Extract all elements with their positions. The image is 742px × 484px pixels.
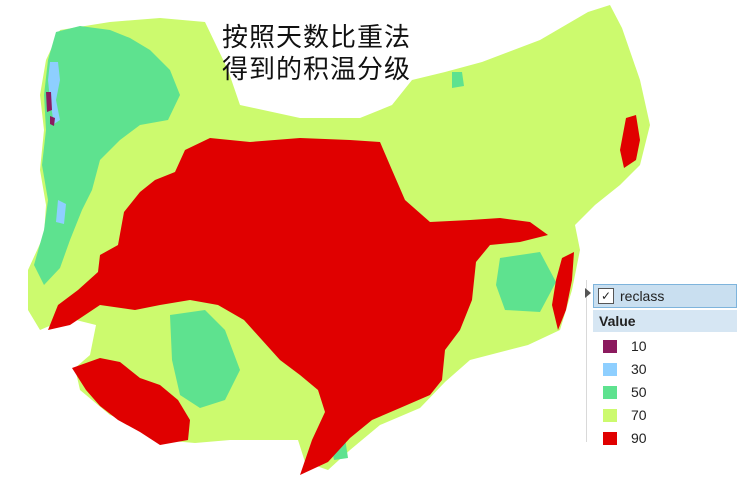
legend-swatch[interactable] <box>603 431 617 445</box>
legend-label: 90 <box>631 430 647 446</box>
map-title-line-2: 得到的积温分级 <box>222 55 412 85</box>
layer-name: reclass <box>620 288 665 304</box>
legend-entry: 10 <box>603 338 647 354</box>
legend-entry: 70 <box>603 407 647 423</box>
legend-entry: 90 <box>603 430 647 446</box>
class-50-region-west <box>34 26 180 285</box>
class-90-region-east <box>552 115 640 330</box>
map-title-line-1: 按照天数比重法 <box>222 23 412 53</box>
legend-label: 50 <box>631 384 647 400</box>
map-title: 按照天数比重法 得到的积温分级 <box>222 22 411 86</box>
legend-entry: 30 <box>603 361 647 377</box>
legend-label: 30 <box>631 361 647 377</box>
legend-swatch[interactable] <box>603 385 617 399</box>
legend-swatch[interactable] <box>603 362 617 376</box>
layer-visibility-checkbox[interactable]: ✓ <box>598 288 614 304</box>
legend-label: 70 <box>631 407 647 423</box>
class-90-region <box>48 138 548 475</box>
layer-row-reclass[interactable]: ✓ reclass <box>593 284 737 308</box>
legend-entry: 50 <box>603 384 647 400</box>
class-30-region <box>48 62 66 224</box>
legend-panel: ✓ reclass Value 10 30 50 70 90 <box>585 280 737 446</box>
legend-swatch[interactable] <box>603 408 617 422</box>
legend-swatch[interactable] <box>603 339 617 353</box>
legend-label: 10 <box>631 338 647 354</box>
field-header: Value <box>593 310 737 332</box>
class-90-region-sw <box>72 358 190 445</box>
class-10-region <box>46 92 55 126</box>
collapse-arrow-icon[interactable] <box>585 288 591 298</box>
